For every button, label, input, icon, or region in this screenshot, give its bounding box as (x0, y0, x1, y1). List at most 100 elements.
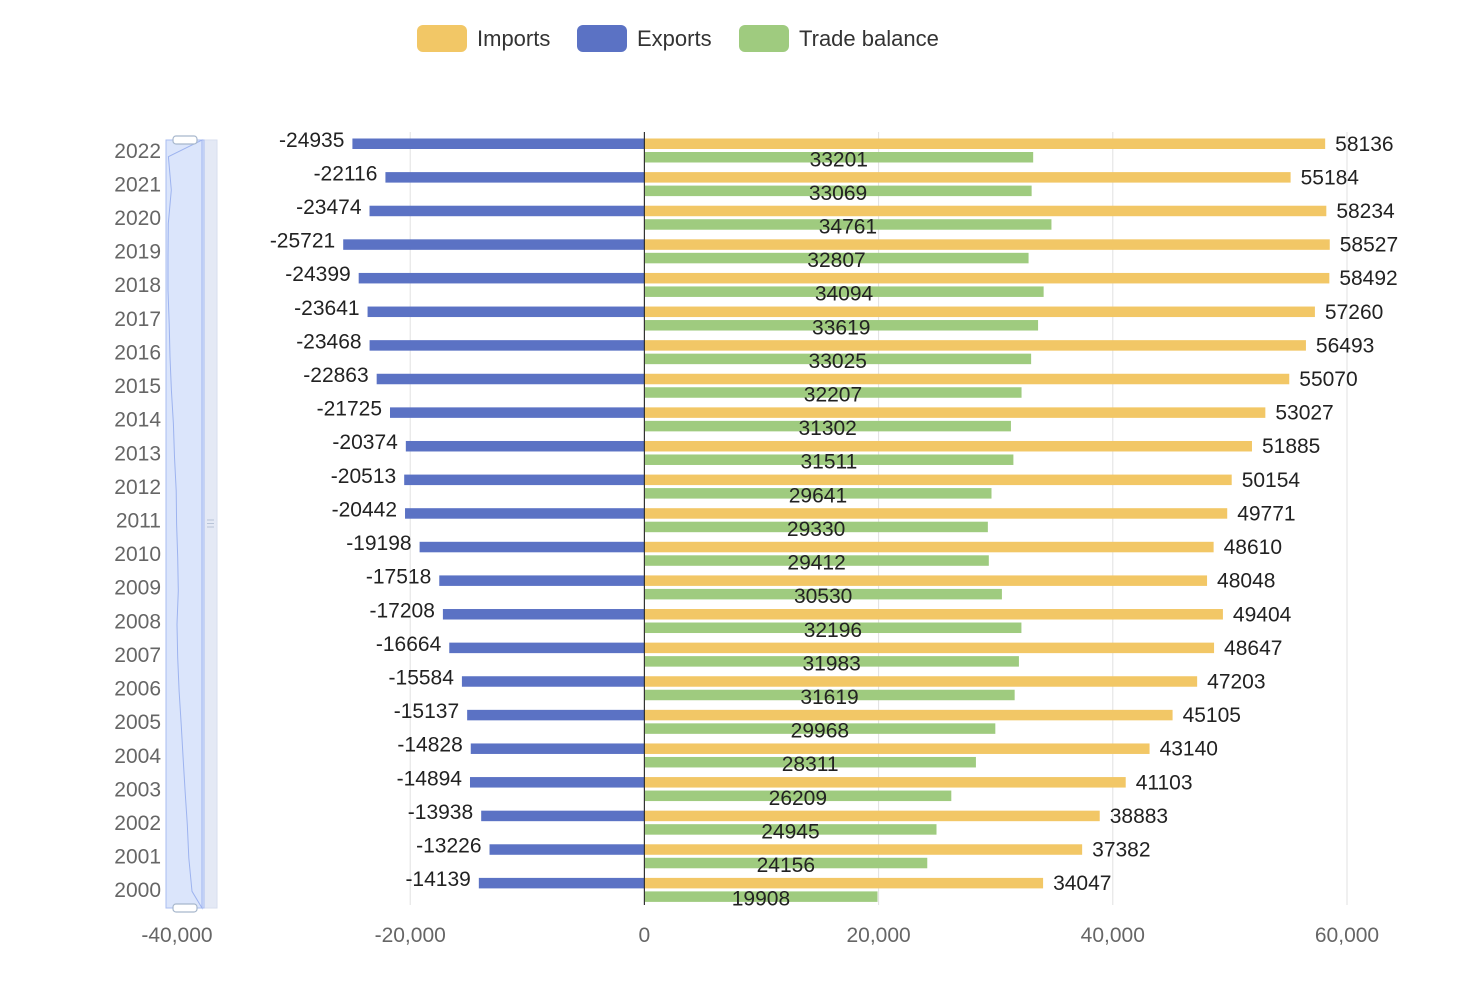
x-tick-label: 40,000 (1081, 924, 1145, 947)
bar-imports-2001 (644, 844, 1083, 855)
data-zoom-slider[interactable] (165, 135, 218, 913)
y-tick-label: 2006 (114, 678, 161, 701)
label-trade-balance: 33025 (809, 350, 867, 373)
y-tick-label: 2011 (116, 510, 161, 533)
label-trade-balance: 31619 (800, 686, 858, 709)
label-trade-balance: 29412 (787, 552, 845, 575)
label-imports: 55070 (1299, 368, 1357, 391)
label-trade-balance: 31983 (802, 652, 860, 675)
label-imports: 48647 (1224, 637, 1282, 660)
bar-imports-2021 (644, 172, 1291, 183)
zoom-handle-bottom[interactable] (172, 903, 198, 913)
bar-exports-2001 (489, 844, 645, 855)
legend-item-imports[interactable]: Imports (417, 25, 550, 52)
y-axis-labels: 2000 2001 2002 2003 2004 2005 2006 2007 2008 2009… (114, 140, 161, 902)
label-imports: 45105 (1183, 704, 1241, 727)
bars-layer (343, 138, 1330, 902)
y-tick-label: 2019 (114, 241, 161, 264)
bar-imports-2012 (644, 474, 1232, 486)
label-trade-balance: 30530 (794, 585, 852, 608)
label-exports: -24399 (285, 263, 350, 286)
y-tick-label: 2004 (114, 745, 161, 768)
label-trade-balance: 34094 (815, 283, 874, 306)
bar-trade-balance-2003 (644, 790, 952, 802)
label-trade-balance: 31511 (800, 451, 857, 474)
bar-exports-2003 (469, 777, 645, 788)
label-imports: 56493 (1316, 334, 1374, 357)
label-trade-balance: 28311 (782, 753, 839, 776)
label-imports: 58527 (1340, 234, 1398, 257)
bar-trade-balance-2021 (644, 185, 1032, 197)
y-tick-label: 2016 (114, 341, 161, 364)
value-labels: 34047 -14139 19908 37382 -13226 24156 38883 -13… (270, 129, 1398, 911)
bar-exports-2007 (449, 642, 645, 654)
label-imports: 58136 (1335, 133, 1393, 156)
y-tick-label: 2000 (114, 879, 161, 902)
bar-exports-2013 (405, 440, 645, 452)
label-trade-balance: 29641 (789, 484, 847, 507)
y-tick-label: 2003 (114, 778, 161, 801)
bar-exports-2009 (439, 575, 645, 586)
bar-trade-balance-2020 (644, 219, 1052, 230)
bar-imports-2008 (644, 609, 1223, 620)
label-trade-balance: 32207 (804, 384, 862, 407)
legend-swatch (417, 25, 467, 52)
bar-trade-balance-2018 (644, 286, 1044, 297)
label-imports: 49771 (1237, 502, 1295, 525)
label-imports: 47203 (1207, 670, 1265, 693)
y-tick-label: 2007 (114, 644, 161, 667)
zoom-handle-top[interactable] (172, 135, 198, 145)
x-tick-label: 60,000 (1315, 924, 1379, 947)
y-tick-label: 2001 (114, 846, 161, 869)
label-exports: -13226 (416, 835, 481, 858)
bar-exports-2006 (461, 676, 645, 687)
label-imports: 51885 (1262, 435, 1320, 458)
bar-trade-balance-2016 (644, 353, 1032, 365)
label-exports: -15584 (389, 666, 455, 689)
bar-imports-2019 (644, 239, 1330, 250)
x-axis-labels: -40,000 -20,000 0 20,000 40,000 60,000 (141, 924, 1379, 947)
bar-imports-2020 (644, 205, 1327, 217)
label-trade-balance: 33201 (810, 148, 868, 171)
bar-trade-balance-2009 (644, 588, 1002, 600)
label-exports: -25721 (270, 230, 335, 253)
bar-exports-2018 (358, 272, 645, 284)
label-trade-balance: 33069 (809, 182, 867, 205)
label-exports: -19198 (346, 532, 411, 555)
legend-item-trade-balance[interactable]: Trade balance (739, 25, 939, 52)
y-tick-label: 2013 (114, 442, 161, 465)
bar-imports-2022 (644, 138, 1326, 149)
bar-exports-2005 (467, 709, 645, 721)
y-tick-label: 2015 (114, 375, 161, 398)
bar-trade-balance-2008 (644, 622, 1022, 634)
label-trade-balance: 32196 (804, 619, 862, 642)
bar-imports-2003 (644, 777, 1126, 788)
label-trade-balance: 31302 (798, 417, 856, 440)
x-tick-label: -40,000 (141, 924, 212, 947)
bar-trade-balance-2019 (644, 252, 1029, 264)
label-exports: -14894 (397, 767, 463, 790)
bar-trade-balance-2004 (644, 756, 976, 768)
label-imports: 34047 (1053, 872, 1111, 895)
y-tick-label: 2002 (114, 812, 161, 835)
label-exports: -20442 (332, 498, 397, 521)
bar-exports-2021 (385, 172, 645, 183)
bar-trade-balance-2017 (644, 320, 1039, 331)
zoom-data-shadow (167, 139, 203, 910)
bar-exports-2019 (343, 239, 645, 250)
legend-item-exports[interactable]: Exports (577, 25, 712, 52)
label-exports: -24935 (279, 129, 344, 152)
bar-exports-2004 (470, 743, 645, 754)
label-exports: -21725 (317, 398, 382, 421)
bar-imports-2005 (644, 709, 1173, 721)
label-imports: 57260 (1325, 301, 1383, 324)
label-exports: -17518 (366, 566, 431, 589)
y-tick-label: 2018 (114, 274, 161, 297)
label-exports: -20513 (331, 465, 396, 488)
label-exports: -14139 (405, 868, 470, 891)
label-trade-balance: 29330 (787, 518, 845, 541)
legend: Imports Exports Trade balance (417, 25, 939, 52)
label-trade-balance: 32807 (807, 249, 865, 272)
